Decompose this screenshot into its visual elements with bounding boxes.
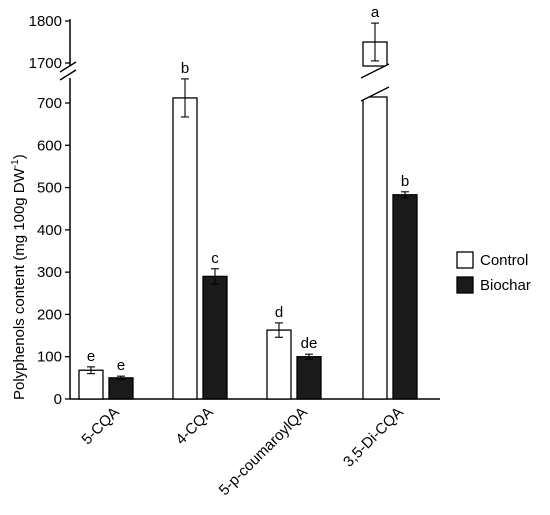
y-axis-title-sup: -1 [10,159,21,168]
bar-break-line [360,63,390,79]
significance-label: e [117,357,125,374]
y-tick-label: 400 [37,222,62,239]
bar-control [172,97,198,400]
y-axis-break-mark [59,69,77,81]
bar-break-line [360,86,390,102]
legend-swatch-control [456,251,474,269]
x-category-label: 4-CQA [172,404,216,448]
bar-biochar [202,275,228,400]
y-tick-label: 700 [37,95,62,112]
significance-label: de [301,335,318,352]
y-axis-title-main: Polyphenols content (mg 100g DW [11,167,28,400]
bar-biochar [296,356,322,400]
significance-label: b [401,173,409,190]
y-axis-title: Polyphenols content (mg 100g DW-1) [10,154,28,400]
legend: Control Biochar [456,251,531,294]
significance-label: a [371,4,380,21]
bar-biochar [392,194,418,400]
legend-swatch-biochar [456,276,474,294]
bar-control [78,369,104,400]
legend-label-biochar: Biochar [480,277,531,294]
significance-label: d [275,304,283,321]
y-tick-label: 0 [54,391,62,408]
significance-label: e [87,348,95,365]
x-category-label: 5-p-coumaroylQA [216,404,311,499]
bar-control [266,329,292,400]
y-tick-label: 200 [37,306,62,323]
y-axis-title-end: ) [11,154,28,159]
significance-label: c [211,250,219,267]
bar-control [362,96,388,400]
significance-label: b [181,60,189,77]
y-tick-label: 1700 [29,55,62,72]
y-tick-label: 600 [37,137,62,154]
bar-break-gap [361,64,389,101]
x-category-label: 5-CQA [78,404,122,448]
y-tick-label: 300 [37,264,62,281]
y-tick-label: 1800 [29,13,62,30]
bars: e e b c d de a b [78,4,418,400]
y-tick-label: 500 [37,180,62,197]
legend-label-control: Control [480,252,528,269]
bar-biochar [108,377,134,400]
y-tick-label: 100 [37,349,62,366]
x-category-label: 3,5-Di-CQA [340,404,407,471]
y-axis-break-mark [59,61,77,73]
